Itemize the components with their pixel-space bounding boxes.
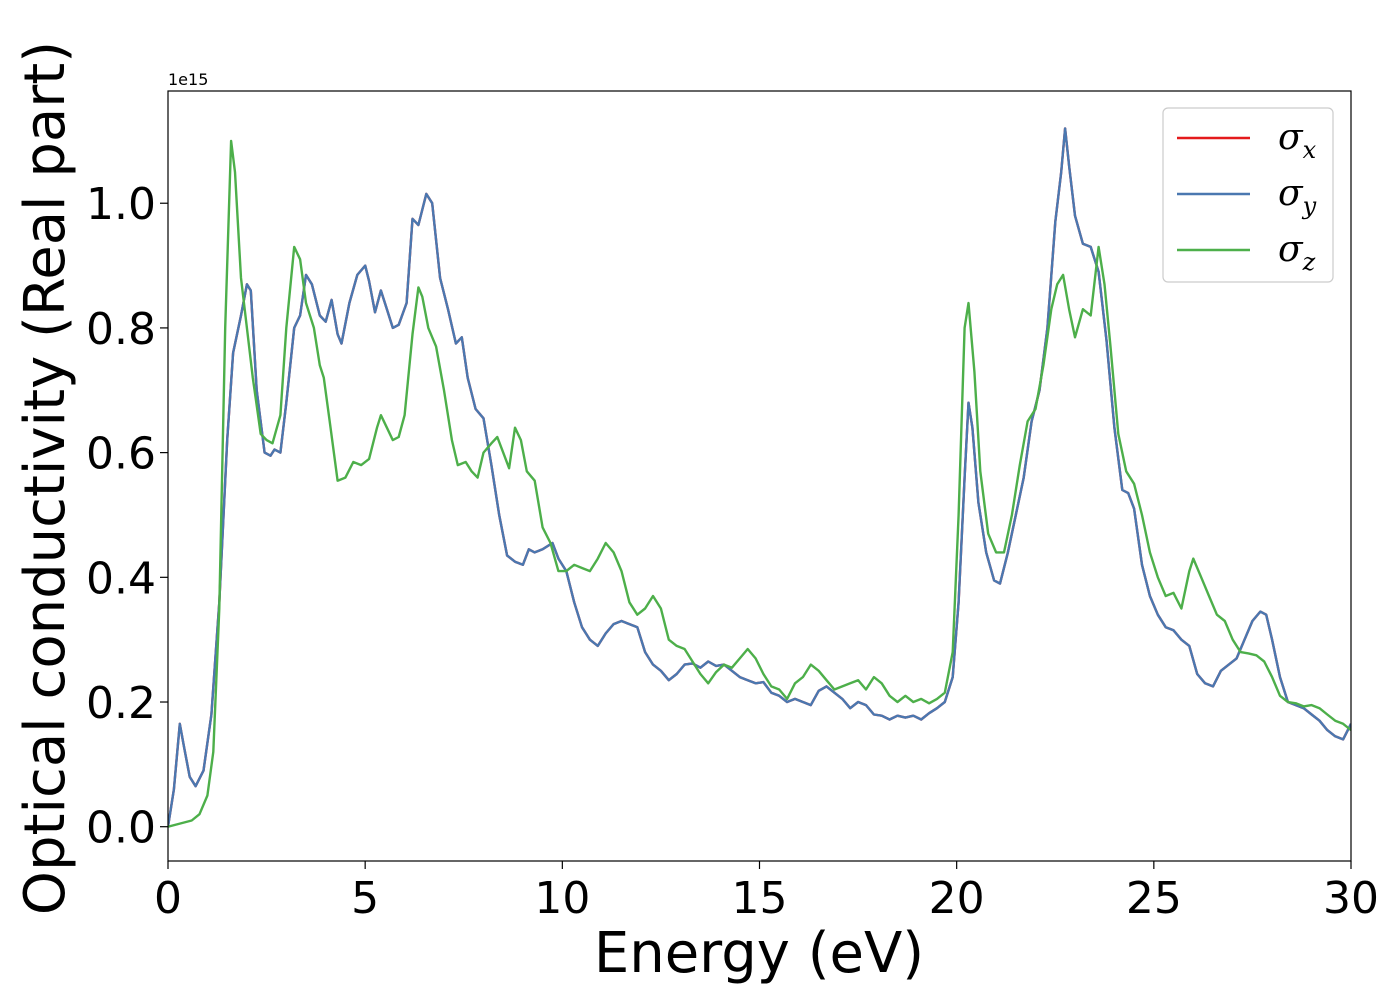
series-line-y (168, 127, 1351, 827)
legend-label-y: σy (1278, 173, 1317, 220)
x-axis: 0 5 10 15 20 25 30 (154, 861, 1379, 924)
legend-symbol: σ (1278, 117, 1304, 158)
legend-label-x: σx (1278, 117, 1317, 164)
legend-subscript: y (1302, 192, 1317, 220)
series-layer (168, 127, 1351, 828)
legend-subscript: z (1302, 248, 1316, 276)
y-tick-label: 0.6 (86, 429, 156, 480)
y-tick-label: 0.0 (86, 803, 156, 854)
legend-label-z: σz (1278, 229, 1316, 276)
x-axis-title: Energy (eV) (594, 921, 924, 986)
y-tick-label: 0.2 (86, 678, 156, 729)
legend-symbol: σ (1278, 229, 1304, 270)
y-offset-text: 1e15 (168, 70, 208, 89)
x-tick-label: 30 (1323, 873, 1379, 924)
legend-symbol: σ (1278, 173, 1304, 214)
x-tick-label: 25 (1126, 873, 1182, 924)
y-axis: 0.0 0.2 0.4 0.6 0.8 1.0 (86, 179, 168, 854)
series-line-z (168, 139, 1351, 828)
legend-subscript: x (1303, 136, 1317, 164)
y-tick-label: 0.4 (86, 553, 156, 604)
y-axis-title: Optical conductivity (Real part) (13, 41, 78, 915)
x-tick-label: 0 (154, 873, 182, 924)
x-tick-label: 15 (732, 873, 788, 924)
y-tick-label: 1.0 (86, 179, 156, 230)
y-tick-label: 0.8 (86, 304, 156, 355)
x-tick-label: 20 (929, 873, 985, 924)
x-tick-label: 5 (351, 873, 379, 924)
x-tick-label: 10 (534, 873, 590, 924)
